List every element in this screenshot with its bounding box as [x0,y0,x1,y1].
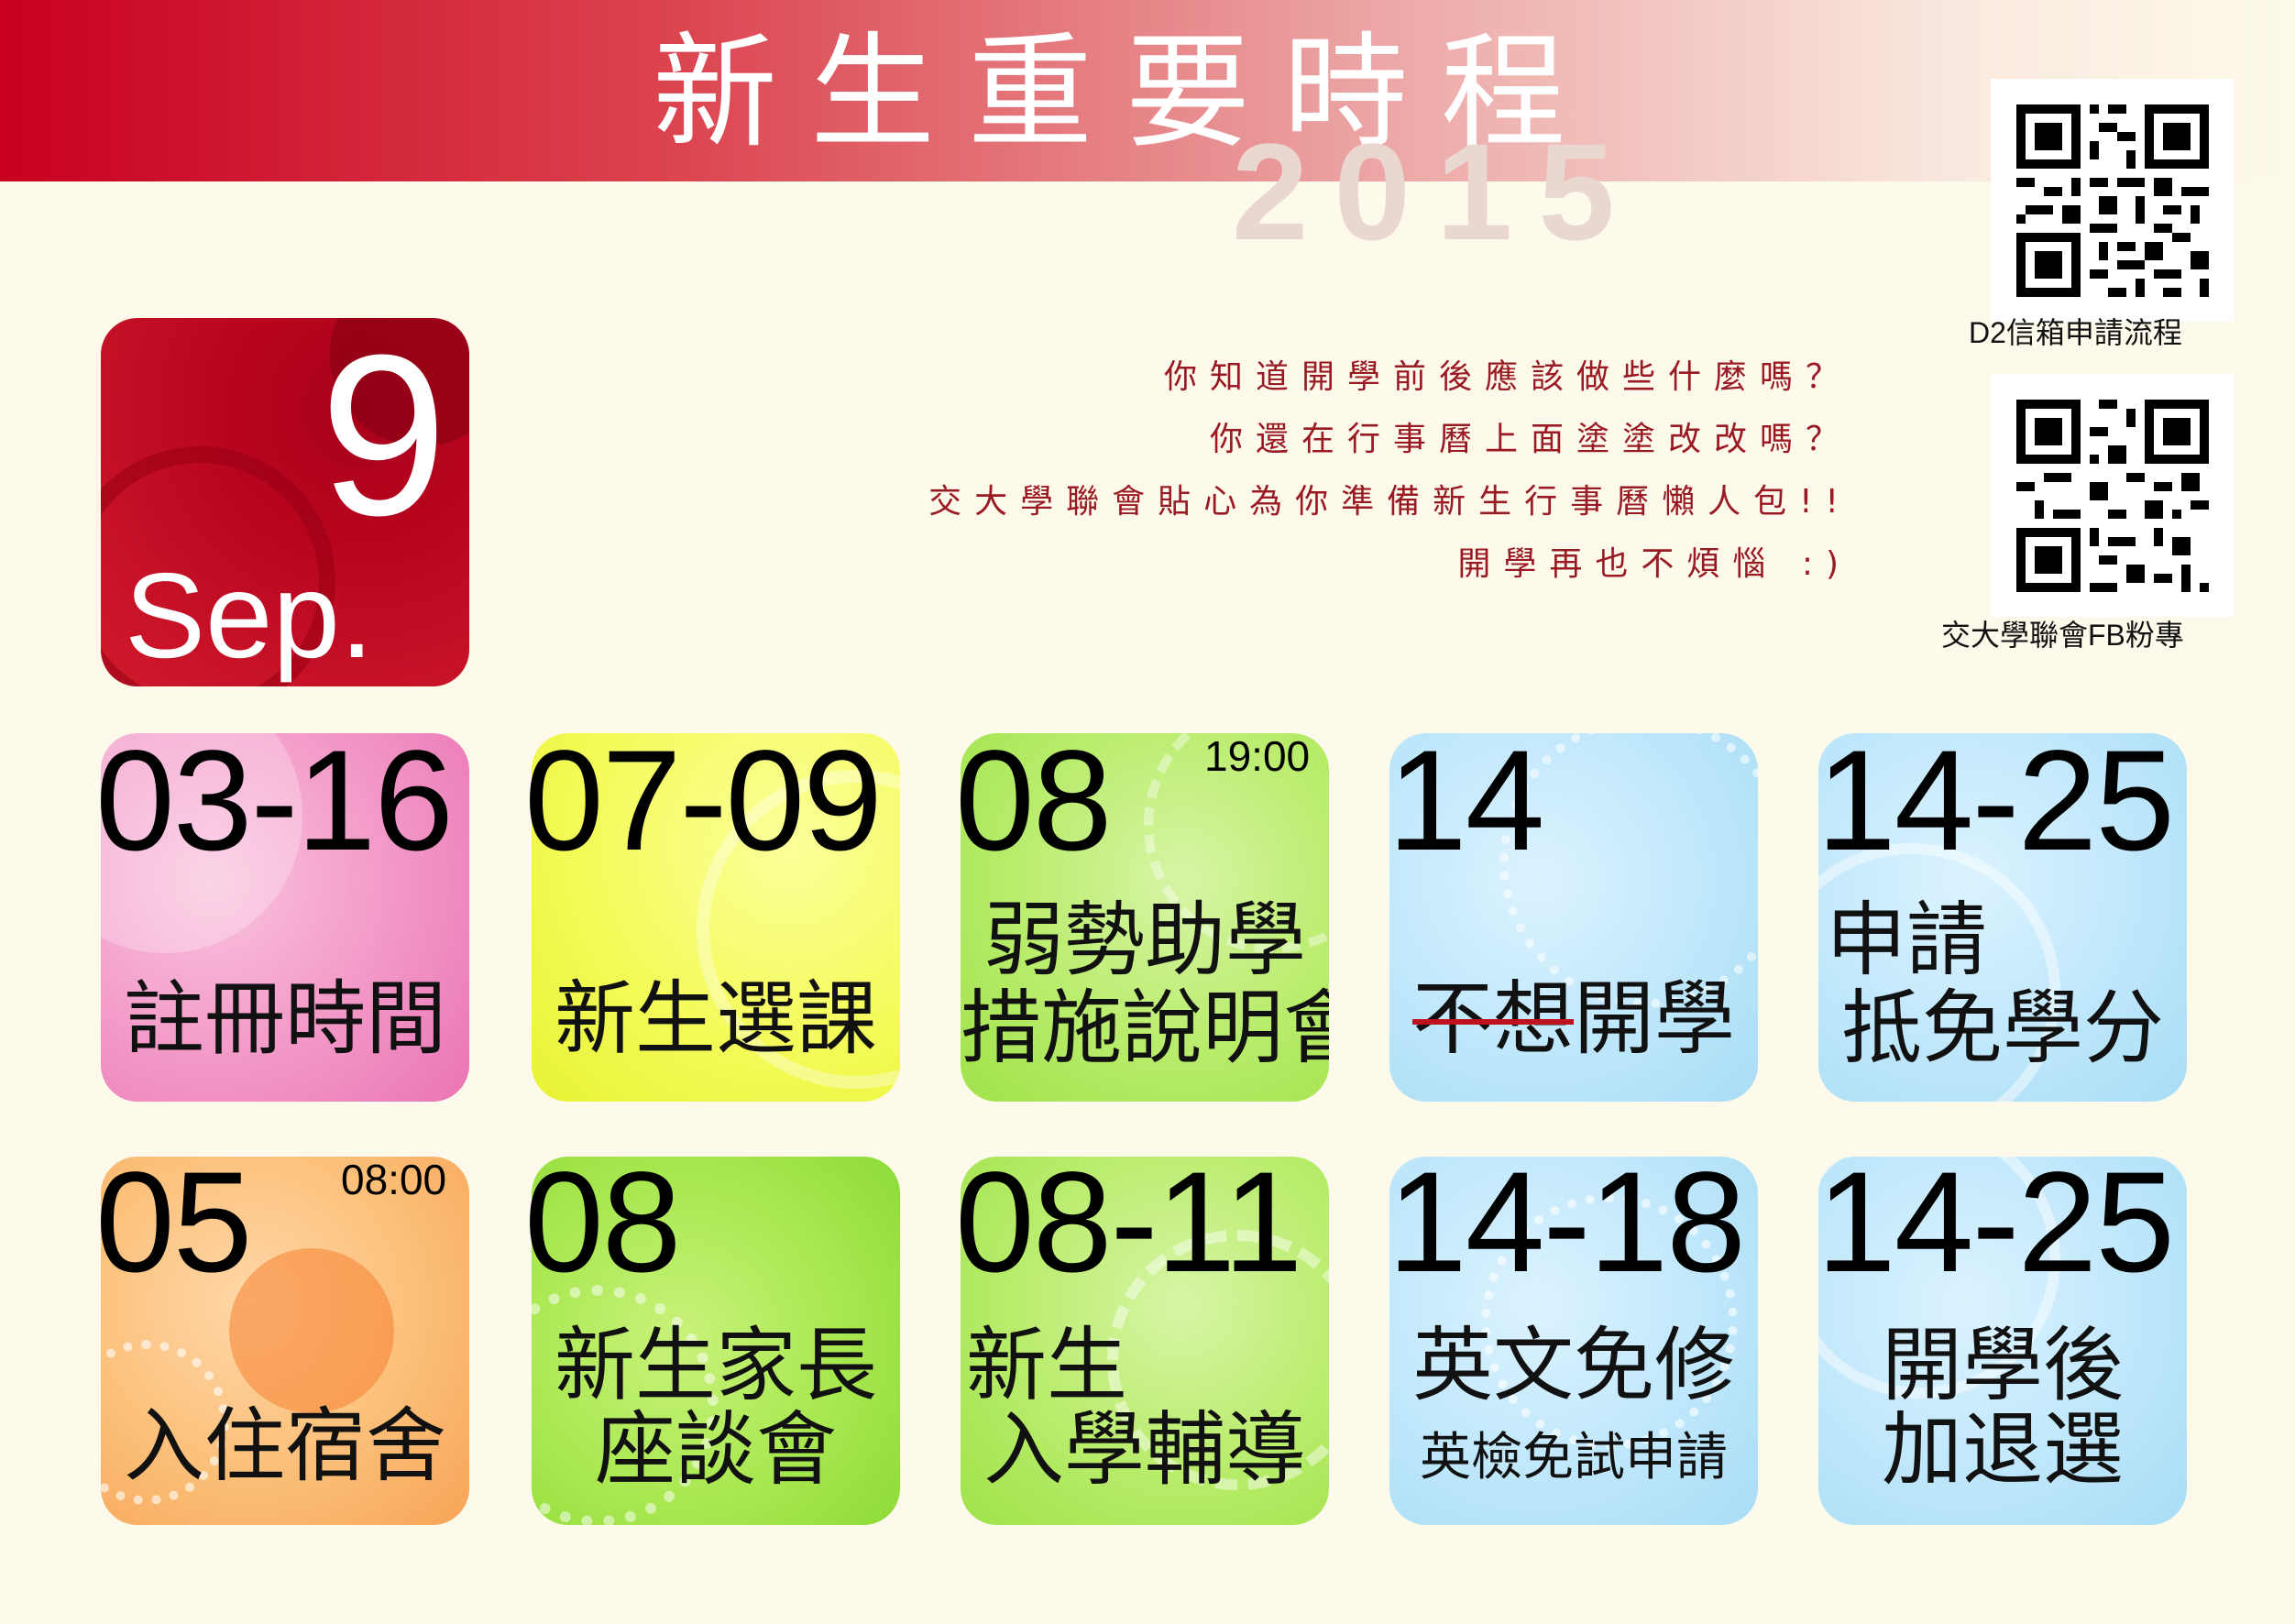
month-tile: 9 Sep. [101,318,469,686]
event-time: 19:00 [1204,732,1311,780]
intro-line: 你知道開學前後應該做些什麼嗎？ [1163,358,1851,396]
tile-decoration [1481,1193,1738,1450]
event-date: 05 [95,1143,253,1302]
event-tile: 新生家長 座談會 [532,1157,900,1525]
event-tile: 註冊時間 [101,733,469,1102]
month-number: 9 [319,318,447,563]
event-label: 註冊時間 [123,971,446,1066]
event-tile: 英文免修 英檢免試申請 [1389,1157,1758,1525]
page-title: 新生重要時程 [653,21,1598,166]
event-sublabel: 英檢免試申請 [1420,1428,1728,1487]
event-label: 座談會 [594,1402,837,1497]
tile-decoration [1499,733,1758,1008]
event-label: 弱勢助學 [983,893,1306,987]
event-date: 14-25 [1817,721,2175,881]
event-tile: 不想開學 [1389,733,1758,1102]
event-tile: 開學後 加退選 [1818,1157,2187,1525]
year-watermark: 2015 [1232,115,1641,269]
intro-line: 交大學聯會貼心為你準備新生行事曆懶人包!! [928,483,1851,521]
event-date: 14-25 [1817,1143,2175,1302]
event-date: 14 [1388,721,1545,881]
intro-text: 你知道開學前後應該做些什麼嗎？ 你還在行事曆上面塗塗改改嗎？ 交大學聯會貼心為你… [752,346,1851,596]
event-tile: 新生 入學輔導 [961,1157,1329,1525]
event-date: 08 [955,721,1113,881]
event-label: 英文免修 [1411,1318,1735,1412]
tile-decoration [229,1248,394,1413]
event-tile: 入住宿舍 [101,1157,469,1525]
qr-code-d2-mail[interactable] [1991,79,2234,322]
qr-caption-d2-mail: D2信箱申請流程 [1969,316,2182,349]
intro-line: 開學再也不煩惱 :) [1457,545,1851,583]
intro-line: 你還在行事曆上面塗塗改改嗎？ [1209,421,1851,458]
event-date: 14-18 [1388,1143,1746,1302]
event-tile: 弱勢助學 措施說明會 [961,733,1329,1102]
event-label: 入學輔導 [983,1402,1306,1497]
event-label: 新生選課 [554,971,877,1066]
event-label: 入住宿舍 [123,1399,446,1493]
event-date: 03-16 [95,721,454,881]
event-label: 新生 [966,1318,1128,1412]
event-date: 08-11 [955,1143,1302,1302]
qr-code-icon [2016,104,2209,297]
qr-code-fb-page[interactable] [1991,374,2234,617]
event-label: 開學後 [1881,1318,2124,1412]
event-tile: 申請 抵免學分 [1818,733,2187,1102]
event-label: 加退選 [1881,1402,2124,1497]
event-tile: 新生選課 [532,733,900,1102]
qr-caption-fb-page: 交大學聯會FB粉專 [1941,619,2184,652]
event-label: 新生家長 [554,1318,877,1412]
qr-code-icon [2016,400,2209,592]
event-label-rest: 開學 [1574,971,1736,1066]
event-label: 申請 [1826,893,1988,987]
event-label: 不想開學 [1389,975,1758,1063]
event-label: 抵免學分 [1840,981,2164,1075]
tile-decoration [101,1340,229,1505]
event-date: 08 [524,1143,682,1302]
event-label: 措施說明會 [961,981,1329,1075]
month-name: Sep. [125,548,374,683]
event-date: 07-09 [524,721,883,881]
title-banner [0,0,2295,181]
event-time: 08:00 [341,1156,447,1203]
event-label-struck: 不想 [1411,971,1575,1066]
